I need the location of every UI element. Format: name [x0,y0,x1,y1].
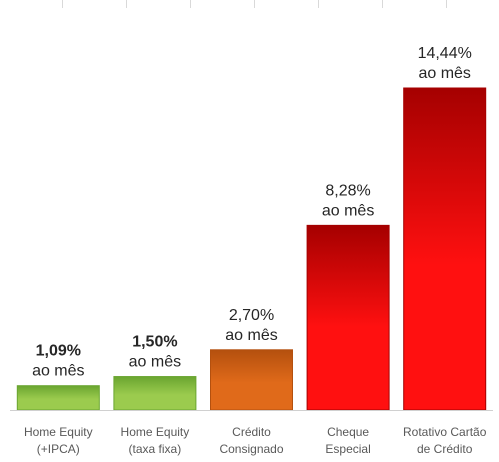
data-labels-group: 1,09% ao mês 1,50% ao mês 2,70% ao mês 8,28% ao… [32,45,472,380]
bar-3 [306,224,390,411]
data-label-3: 8,28% ao mês [322,182,374,219]
data-label-0: 1,09% ao mês [32,343,84,380]
data-label-2: 2,70% ao mês [225,307,277,344]
bar-2 [210,349,293,411]
x-tick-label-1: Home Equity (taxa fixa) [121,425,190,456]
gridline [382,0,383,8]
gridline [446,0,447,8]
bar-4 [403,87,487,411]
gridline [126,0,127,8]
bars-group [16,87,487,411]
gridline [254,0,255,8]
data-label-1: 1,50% ao mês [129,334,181,371]
x-tick-label-4: Rotativo Cartão de Crédito [403,425,487,456]
x-tick-label-3: Cheque Especial [325,425,370,456]
gridline [190,0,191,8]
spreadsheet-gridlines [0,0,499,8]
x-tick-label-0: Home Equity (+IPCA) [24,425,93,456]
bar-1 [113,376,197,411]
gridline [62,0,63,8]
x-tick-labels-group: Home Equity (+IPCA) Home Equity (taxa fixa)… [24,425,487,456]
gridline [318,0,319,8]
x-tick-label-2: Crédito Consignado [219,425,283,456]
bar-0 [16,385,100,411]
data-label-4: 14,44% ao mês [418,45,472,82]
